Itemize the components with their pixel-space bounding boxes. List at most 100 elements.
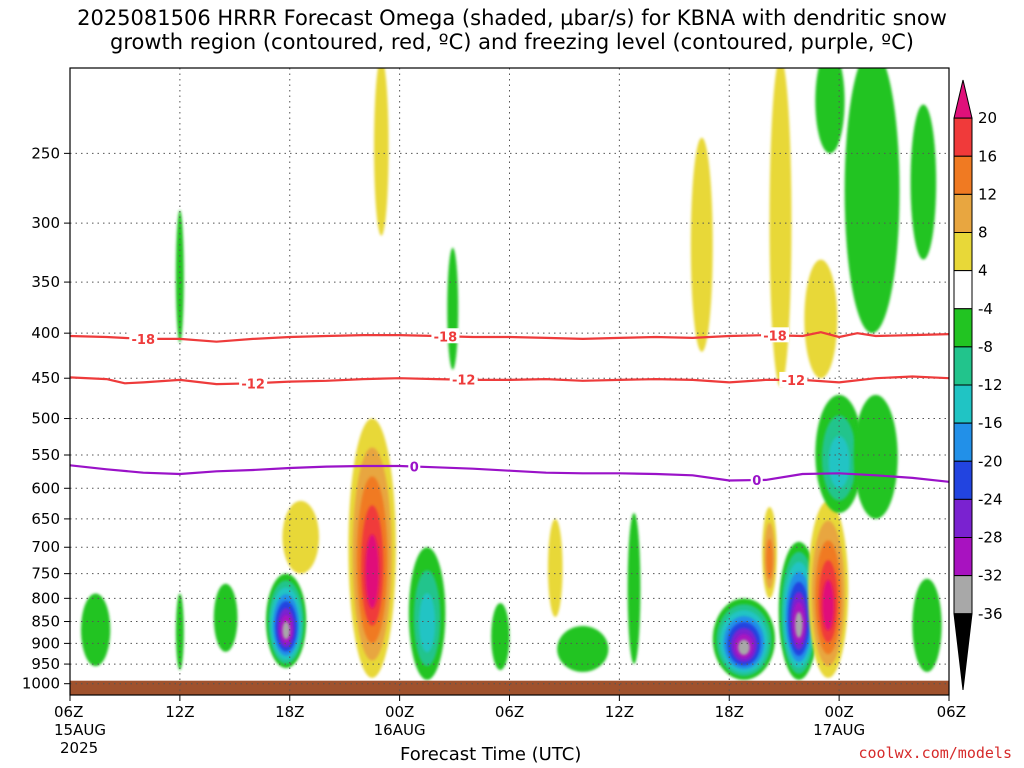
colorbar-swatch [953,537,973,577]
y-tick-label: 850 [31,613,60,631]
colorbar-label: -20 [978,452,1003,470]
colorbar-label: 12 [978,185,997,203]
contour-label: -18 [132,333,156,348]
y-tick-label: 750 [31,565,60,583]
omega-cell [815,68,845,154]
colorbar-label: 16 [978,147,997,165]
omega-cell-level [627,512,641,665]
omega-cell-level [282,621,290,640]
colorbar-swatch [953,193,973,233]
contour-label: -18 [434,330,458,345]
omega-cell-level [766,538,773,580]
colorbar-label: 8 [978,224,988,242]
omega-cell-level [175,593,184,671]
colorbar-swatch [953,460,973,500]
y-tick-label: 250 [31,144,60,162]
x-tick-date: 15AUG [54,721,106,739]
omega-cell [762,506,777,599]
y-tick-label: 800 [31,589,60,607]
colorbar-swatch [953,498,973,538]
colorbar-label: -12 [978,376,1003,394]
y-tick-label: 300 [31,214,60,232]
y-tick-label: 650 [31,510,60,528]
omega-cell [547,518,563,617]
omega-cell [80,593,111,667]
omega-cell-level [795,611,803,638]
x-tick-label: 00Z [824,703,853,721]
omega-cell [373,68,389,236]
contour-label-bg [129,330,158,346]
omega-cell [213,583,238,652]
omega-cell-level [175,210,184,343]
omega-cell-level [853,394,898,519]
omega-cell-level [690,137,713,352]
y-axis-pressure: 250 300 350 400 450 500 550 600 650 700 750 800 850 9… [22,144,70,693]
colorbar-label: -32 [978,567,1003,585]
omega-cell [844,68,900,334]
x-tick-date: 17AUG [813,721,865,739]
omega-cell [447,247,459,370]
x-tick-label: 06Z [54,703,83,721]
y-tick-label: 1000 [22,675,60,693]
y-tick-label: 950 [31,655,60,673]
contour-label: 0 [410,460,419,475]
contour-label: -12 [241,377,265,392]
contour-label-bg [761,327,790,343]
y-tick-label: 450 [31,369,60,387]
x-tick-year: 2025 [60,739,98,757]
omega-cell [912,578,942,673]
omega-cell-level [282,500,320,574]
omega-cell-level [822,579,834,631]
colorbar-label: -28 [978,529,1003,547]
omega-cell [910,104,937,260]
colorbar-swatch [953,232,973,272]
omega-cell-level [418,593,436,653]
colorbar-arrow-top [953,79,973,119]
chart-title-line-1: 2025081506 HRRR Forecast Omega (shaded, … [77,6,947,30]
terrain-block [70,680,949,695]
colorbar-swatch [953,117,973,157]
chart-title: 2025081506 HRRR Forecast Omega (shaded, … [0,6,1024,54]
colorbar-swatch [953,575,973,615]
x-tick-label: 06Z [495,703,524,721]
omega-cell-level [912,578,942,673]
contour-label-bg [431,328,460,344]
omega-cell [769,68,792,387]
contour-label-bg [750,472,763,488]
colorbar-label: -24 [978,490,1003,508]
contour-label-bg [239,375,268,391]
omega-cell-level [365,534,379,609]
colorbar-label: -16 [978,414,1003,432]
y-tick-label: 400 [31,324,60,342]
omega-cell-level [557,625,609,673]
omega-cell [853,394,898,519]
contour-label-bg [408,458,421,474]
omega-cell-level [447,247,459,370]
x-tick-label: 06Z [937,703,966,721]
colorbar-label: -4 [978,300,993,318]
y-tick-label: 700 [31,538,60,556]
omega-cell-level [373,68,389,236]
omega-cell-level [213,583,238,652]
colorbar-swatch [953,270,973,310]
terrain-fill [70,680,949,695]
x-axis-label: Forecast Time (UTC) [400,744,582,765]
omega-cell [804,259,838,379]
x-tick-label: 12Z [605,703,634,721]
colorbar-swatch [953,346,973,386]
colorbar-label: -8 [978,338,993,356]
colorbar-swatch [953,155,973,195]
omega-cell-level [738,639,750,655]
omega-cell-level [844,68,900,334]
omega-cell [282,500,320,574]
omega-cell-level [769,68,792,387]
colorbar: 20 16 12 8 4 -4 -8 -12 -16 -20 -24 -28 -32 -36 [953,79,1003,691]
omega-cell [557,625,609,673]
y-tick-label: 500 [31,410,60,428]
x-tick-label: 12Z [165,703,194,721]
contour-labels: -18 -18 -18 -12 -12 -12 0 0 [129,327,808,489]
x-tick-label: 18Z [715,703,744,721]
omega-cell-level [491,603,510,671]
